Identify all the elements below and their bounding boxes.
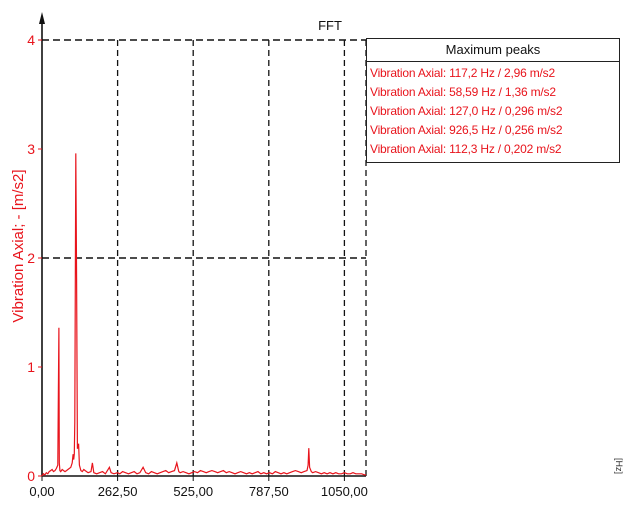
y-tick-label-0: 0: [27, 468, 35, 484]
peak-row-2: Vibration Axial: 58,59 Hz / 1,36 m/s2: [370, 85, 556, 99]
peak-row-3: Vibration Axial: 127,0 Hz / 0,296 m/s2: [370, 104, 563, 118]
maximum-peaks-panel: Maximum peaks Vibration Axial: 117,2 Hz …: [366, 38, 620, 163]
chart-grid: [42, 39, 367, 476]
y-axis-title: Vibration Axial; - [m/s2]: [10, 169, 27, 322]
chart-axes: [38, 12, 366, 481]
x-tick-label-4: 1050,00: [321, 484, 368, 499]
x-tick-label-1: 262,50: [98, 484, 138, 499]
y-tick-label-4: 4: [27, 32, 35, 48]
maximum-peaks-header: Maximum peaks: [367, 39, 619, 62]
x-tick-label-0: 0,00: [29, 484, 54, 499]
series-line-0: [41, 153, 366, 477]
x-tick-label-3: 787,50: [249, 484, 289, 499]
y-tick-label-3: 3: [27, 141, 35, 157]
chart-series: [41, 153, 366, 477]
x-tick-label-2: 525,00: [173, 484, 213, 499]
y-axis-arrow: [39, 12, 45, 24]
y-tick-label-1: 1: [27, 359, 35, 375]
chart-title: FFT: [318, 18, 342, 33]
chart-labels: 0 1 2 3 4 0,00 262,50 525,00 787,50 1050,00 Vibrat…: [10, 18, 368, 499]
peak-row-4: Vibration Axial: 926,5 Hz / 0,256 m/s2: [370, 123, 563, 137]
peak-row-5: Vibration Axial: 112,3 Hz / 0,202 m/s2: [370, 142, 562, 156]
y-tick-label-2: 2: [27, 250, 35, 266]
cropped-axis-unit: [Hz]: [614, 458, 624, 475]
maximum-peaks-rows: Vibration Axial: 117,2 Hz / 2,96 m/s2 Vi…: [367, 62, 619, 162]
peak-row-1: Vibration Axial: 117,2 Hz / 2,96 m/s2: [370, 66, 555, 80]
